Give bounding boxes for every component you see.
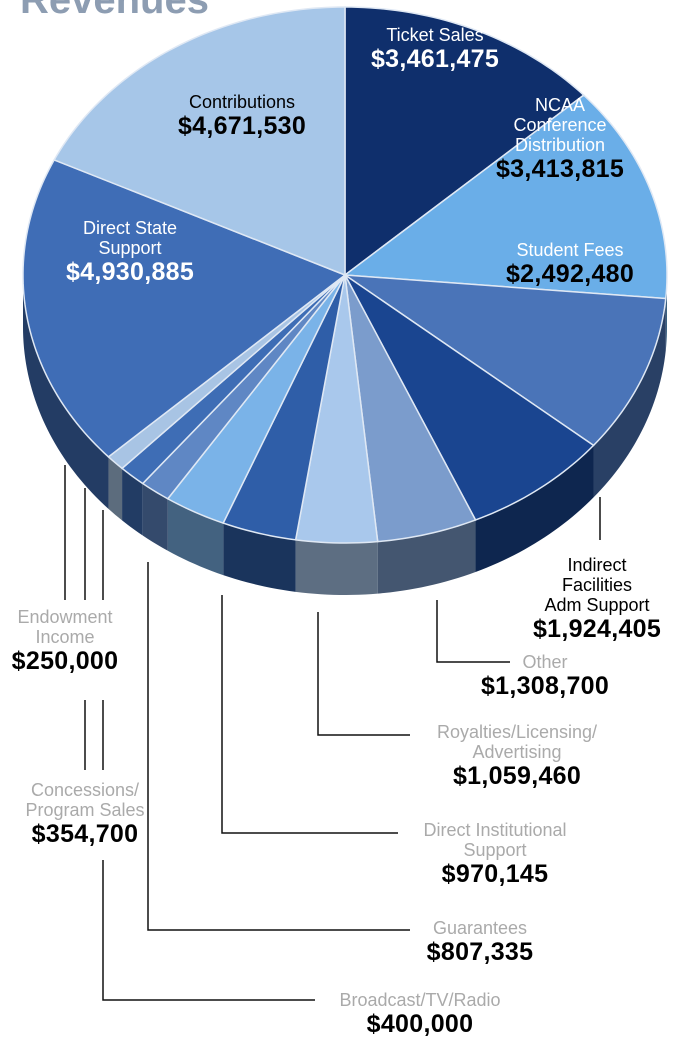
slice bbox=[342, 274, 667, 447]
category-name: Ticket Sales bbox=[386, 25, 484, 45]
slice-label: Indirect Facilities Adm Support $1,924,40… bbox=[533, 555, 661, 643]
slice-side bbox=[223, 523, 296, 592]
value-label: $400,000 bbox=[366, 1010, 474, 1039]
value-label: $4,930,885 bbox=[65, 258, 195, 287]
category-name: NCAA Conference Distribution bbox=[513, 95, 607, 156]
category-name: Broadcast/TV/Radio bbox=[339, 990, 501, 1010]
value-label: $807,335 bbox=[426, 938, 534, 967]
category-name: Direct Institutional Support bbox=[423, 820, 567, 861]
slice-label: NCAA Conference Distribution $3,413,815 bbox=[496, 95, 624, 183]
slice-label: Student Fees $2,492,480 bbox=[506, 240, 634, 288]
slice bbox=[166, 274, 346, 525]
category-name: Student Fees bbox=[516, 240, 624, 260]
leader-line bbox=[147, 562, 410, 931]
value-label: $2,492,480 bbox=[505, 260, 635, 289]
slice bbox=[344, 274, 595, 521]
category-name: Other bbox=[522, 652, 568, 672]
slice-label: Direct State Support $4,930,885 bbox=[66, 218, 194, 286]
slice bbox=[294, 274, 379, 544]
slice bbox=[53, 6, 346, 277]
slice-label: Direct Institutional Support $970,145 bbox=[423, 820, 566, 888]
value-label: $1,308,700 bbox=[480, 672, 610, 701]
slice-label: Endowment Income $250,000 bbox=[12, 607, 119, 675]
slice-side bbox=[593, 298, 666, 498]
slice-label: Guarantees $807,335 bbox=[427, 918, 534, 966]
slice-label: Ticket Sales $3,461,475 bbox=[371, 25, 499, 73]
slice bbox=[344, 6, 585, 277]
value-label: $354,700 bbox=[31, 820, 139, 849]
slice-label: Royalties/Licensing/ Advertising $1,059,4… bbox=[437, 722, 597, 790]
category-name: Contributions bbox=[188, 92, 296, 112]
slice bbox=[120, 274, 346, 485]
leader-line bbox=[221, 595, 398, 834]
slice-side bbox=[108, 456, 123, 521]
category-name: Endowment Income bbox=[17, 607, 113, 648]
leader-line bbox=[102, 860, 315, 1001]
slice-side bbox=[142, 483, 168, 551]
slice-side bbox=[167, 498, 224, 576]
category-name: Concessions/ Program Sales bbox=[25, 780, 145, 821]
slice-label: Concessions/ Program Sales $354,700 bbox=[25, 780, 144, 848]
category-name: Royalties/Licensing/ Advertising bbox=[436, 722, 598, 763]
slice-side bbox=[475, 445, 594, 572]
chart-title: Revenues bbox=[20, 0, 209, 22]
leader-line bbox=[436, 600, 510, 663]
slice bbox=[344, 274, 477, 543]
slice-side bbox=[122, 468, 143, 536]
value-label: $970,145 bbox=[441, 860, 549, 889]
category-name: Guarantees bbox=[432, 918, 528, 938]
slice-label: Other $1,308,700 bbox=[481, 652, 609, 700]
slice-side bbox=[377, 519, 476, 594]
value-label: $1,059,460 bbox=[452, 762, 582, 791]
slice bbox=[22, 158, 347, 458]
value-label: $250,000 bbox=[11, 647, 119, 676]
slice-label: Contributions $4,671,530 bbox=[178, 92, 306, 140]
slice-label: Broadcast/TV/Radio $400,000 bbox=[339, 990, 500, 1038]
value-label: $3,413,815 bbox=[495, 155, 625, 184]
slice-side bbox=[23, 275, 109, 509]
slice bbox=[141, 274, 346, 500]
slice bbox=[222, 274, 346, 541]
slice-side bbox=[295, 539, 378, 595]
category-name: Direct State Support bbox=[82, 218, 178, 259]
value-label: $1,924,405 bbox=[532, 615, 662, 644]
value-label: $3,461,475 bbox=[370, 45, 500, 74]
leader-line bbox=[317, 612, 410, 736]
slice bbox=[342, 94, 668, 300]
value-label: $4,671,530 bbox=[177, 112, 307, 141]
category-name: Indirect Facilities Adm Support bbox=[544, 555, 650, 616]
